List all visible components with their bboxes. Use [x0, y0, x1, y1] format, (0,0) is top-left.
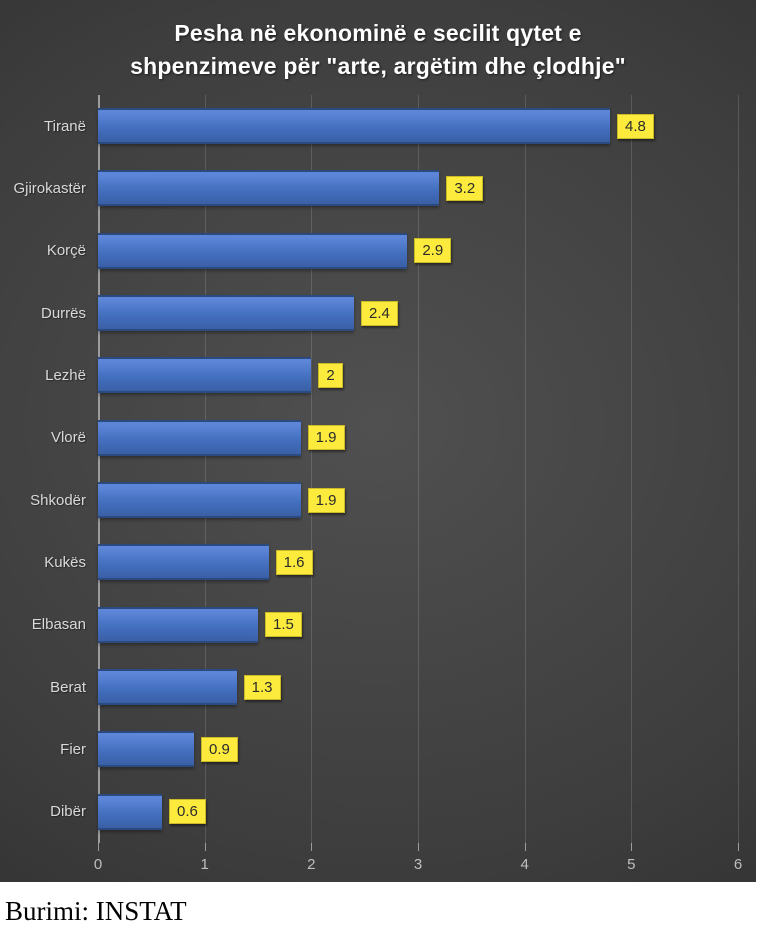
bar [98, 482, 301, 519]
bar [98, 357, 312, 394]
bar-row: Berat 1.3 [0, 656, 738, 718]
category-label: Shkodër [30, 491, 86, 509]
category-label: Tiranë [44, 117, 86, 135]
bar-rows: Tiranë 4.8 Gjirokastër 3.2 Korçë 2.9 Durrës 2.4… [0, 95, 738, 843]
bar [98, 232, 408, 269]
category-label: Vlorë [50, 429, 86, 447]
gridline [738, 95, 739, 843]
x-axis-tick-label: 6 [733, 856, 743, 873]
bar-row: Tiranë 4.8 [0, 95, 738, 157]
value-label: 3.2 [446, 175, 484, 201]
value-label: 1.5 [265, 612, 302, 638]
bar-row: Shkodër 1.9 [0, 469, 738, 531]
category-label: Gjirokastër [13, 179, 86, 197]
bar-track: 2.9 [98, 220, 738, 282]
bar [98, 108, 610, 145]
bar-row: Dibër 0.6 [0, 781, 738, 843]
bar-row: Korçë 2.9 [0, 220, 738, 282]
x-axis-tick-mark [204, 843, 206, 851]
bar-track: 2.4 [98, 282, 738, 344]
bar-track: 4.8 [98, 95, 738, 157]
category-label: Lezhë [45, 366, 86, 384]
value-label: 2.9 [414, 238, 452, 264]
bar-row: Lezhë 2 [0, 344, 738, 406]
bar-track: 1.3 [98, 656, 738, 718]
bar-row: Durrës 2.4 [0, 282, 738, 344]
bar [98, 669, 237, 706]
category-label: Kukës [44, 553, 86, 571]
x-axis-tick-mark [418, 843, 419, 851]
bar-chart: Pesha në ekonominë e secilit qytet e shp… [0, 0, 756, 882]
bar [98, 170, 440, 207]
x-axis-tick-label: 3 [413, 856, 423, 873]
bar [98, 793, 162, 830]
value-label: 1.6 [275, 549, 313, 575]
bar-track: 1.9 [98, 407, 738, 469]
bar [98, 419, 301, 456]
category-label: Durrës [40, 304, 86, 322]
value-label: 1.9 [307, 425, 345, 451]
value-label: 2 [318, 362, 343, 388]
bar [98, 295, 354, 332]
bar [98, 606, 258, 643]
bar-track: 1.9 [98, 469, 738, 531]
x-axis-tick-mark [738, 843, 739, 851]
category-label: Fier [60, 740, 86, 758]
x-axis-tick-mark [631, 843, 633, 851]
bar-track: 1.5 [98, 594, 738, 656]
category-label: Dibër [50, 803, 86, 821]
value-label: 1.3 [243, 674, 281, 700]
value-label: 2.4 [361, 300, 398, 326]
bar-row: Elbasan 1.5 [0, 594, 738, 656]
x-axis-tick-label: 4 [520, 856, 529, 873]
x-axis-tick-label: 1 [200, 856, 209, 873]
category-label: Elbasan [31, 616, 86, 634]
x-axis-tick-labels: 0 1 2 3 4 5 6 [94, 856, 742, 876]
chart-title-line-2: shpenzimeve për "arte, argëtim dhe çlodh… [130, 52, 626, 79]
bar-track: 0.9 [98, 718, 738, 780]
source-note: Burimi: INSTAT [5, 896, 187, 926]
bar-track: 1.6 [98, 531, 738, 593]
value-label: 0.6 [169, 799, 206, 825]
bar-track: 3.2 [98, 157, 738, 219]
bar-row: Gjirokastër 3.2 [0, 157, 738, 219]
x-axis-tick-mark [311, 843, 313, 851]
bar-row: Fier 0.9 [0, 718, 738, 780]
value-label: 1.9 [307, 487, 345, 513]
value-label: 4.8 [617, 113, 654, 139]
bar-row: Kukës 1.6 [0, 531, 738, 593]
x-axis-tick-mark [98, 843, 99, 851]
chart-title-line-1: Pesha në ekonominë e secilit qytet e [174, 20, 582, 46]
bar [98, 731, 194, 768]
x-axis-tick-label: 0 [93, 856, 103, 873]
category-label: Korçë [46, 242, 86, 260]
x-axis-tick-mark [524, 843, 526, 851]
bar-track: 2 [98, 344, 738, 406]
bar-row: Vlorë 1.9 [0, 407, 738, 469]
value-label: 0.9 [201, 736, 238, 762]
x-axis-tick-label: 5 [627, 856, 636, 873]
bar [98, 544, 269, 581]
bar-track: 0.6 [98, 781, 738, 843]
category-label: Berat [50, 678, 86, 696]
x-axis-tick-label: 2 [307, 856, 316, 873]
chart-title: Pesha në ekonominë e secilit qytet e shp… [20, 17, 736, 82]
